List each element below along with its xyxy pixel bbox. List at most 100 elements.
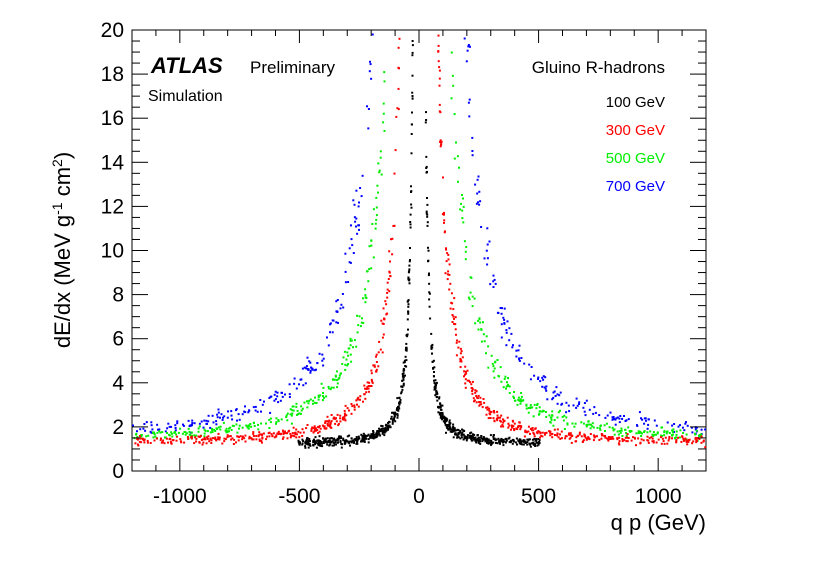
scatter-point (284, 432, 287, 435)
scatter-point (318, 444, 321, 447)
scatter-point (651, 437, 654, 440)
scatter-point (310, 429, 313, 432)
scatter-point (478, 203, 481, 206)
scatter-point (440, 412, 443, 415)
scatter-point (353, 203, 356, 206)
scatter-point (645, 419, 647, 422)
scatter-point (385, 313, 388, 316)
scatter-point (397, 108, 400, 111)
scatter-point (666, 430, 669, 433)
scatter-point (537, 376, 540, 379)
scatter-point (560, 430, 563, 433)
scatter-point (559, 433, 561, 436)
scatter-point (527, 425, 530, 428)
scatter-point (643, 417, 646, 420)
scatter-point (158, 430, 161, 433)
scatter-point (618, 443, 621, 446)
scatter-point (409, 223, 412, 226)
scatter-point (244, 434, 247, 437)
scatter-point (367, 441, 370, 444)
scatter-point (350, 412, 353, 415)
scatter-point (153, 433, 156, 436)
scatter-point (520, 441, 523, 443)
scatter-point (344, 414, 346, 417)
scatter-point (496, 442, 499, 445)
scatter-point (445, 431, 447, 434)
scatter-point (480, 226, 483, 228)
scatter-point (487, 345, 490, 348)
scatter-point (685, 440, 688, 443)
scatter-point (441, 411, 444, 414)
scatter-point (441, 404, 444, 407)
scatter-point (485, 352, 487, 355)
scatter-point (408, 270, 411, 273)
scatter-point (337, 436, 340, 439)
scatter-point (293, 435, 296, 438)
scatter-point (704, 428, 707, 431)
scatter-point (281, 437, 284, 440)
scatter-point (246, 425, 249, 428)
scatter-point (396, 407, 398, 410)
scatter-point (447, 258, 450, 261)
scatter-point (301, 367, 304, 370)
scatter-point (438, 411, 441, 414)
scatter-point (276, 391, 279, 394)
scatter-point (467, 44, 470, 46)
scatter-point (433, 366, 436, 369)
scatter-point (410, 133, 413, 135)
scatter-point (311, 426, 314, 429)
scatter-point (565, 401, 568, 404)
scatter-point (400, 392, 403, 395)
scatter-point (341, 293, 344, 295)
scatter-point (190, 435, 193, 438)
scatter-point (317, 396, 320, 398)
scatter-point (532, 432, 535, 434)
scatter-point (269, 417, 272, 420)
scatter-point (346, 351, 349, 354)
scatter-point (438, 396, 441, 399)
scatter-point (479, 401, 482, 404)
scatter-point (306, 406, 309, 409)
y-tick-label: 8 (112, 284, 124, 307)
scatter-point (451, 430, 454, 433)
scatter-point (362, 400, 364, 403)
preliminary-label: Preliminary (250, 58, 336, 77)
scatter-point (620, 427, 623, 430)
scatter-point (671, 430, 674, 433)
scatter-point (277, 420, 280, 423)
scatter-point (541, 376, 544, 379)
scatter-point (532, 429, 535, 432)
scatter-point (460, 202, 462, 205)
scatter-point (277, 430, 280, 433)
scatter-point (337, 424, 340, 427)
scatter-point (401, 379, 404, 382)
x-tick-label: 1000 (635, 485, 682, 508)
scatter-point (187, 419, 190, 422)
scatter-point (451, 321, 454, 323)
scatter-point (448, 263, 451, 266)
scatter-point (561, 415, 564, 418)
scatter-point (544, 432, 547, 435)
scatter-point (159, 439, 162, 441)
legend-entry: 100 GeV (606, 94, 665, 111)
scatter-point (171, 439, 174, 442)
scatter-point (492, 417, 495, 420)
scatter-point (261, 437, 264, 440)
scatter-point (304, 382, 307, 385)
data-points-layer (132, 33, 707, 449)
scatter-point (366, 386, 369, 389)
scatter-point (388, 290, 391, 293)
scatter-point (355, 442, 358, 445)
scatter-point (508, 424, 511, 427)
scatter-point (454, 323, 457, 326)
scatter-point (527, 439, 530, 442)
scatter-point (400, 390, 403, 393)
scatter-point (539, 432, 542, 435)
scatter-point (434, 394, 437, 397)
scatter-point (511, 438, 514, 441)
scatter-point (544, 387, 547, 390)
scatter-point (375, 218, 378, 221)
scatter-point (333, 378, 336, 381)
scatter-point (464, 386, 467, 389)
scatter-point (647, 423, 650, 426)
